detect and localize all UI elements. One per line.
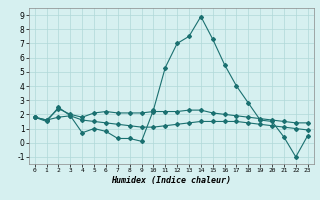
X-axis label: Humidex (Indice chaleur): Humidex (Indice chaleur) [111,176,231,185]
